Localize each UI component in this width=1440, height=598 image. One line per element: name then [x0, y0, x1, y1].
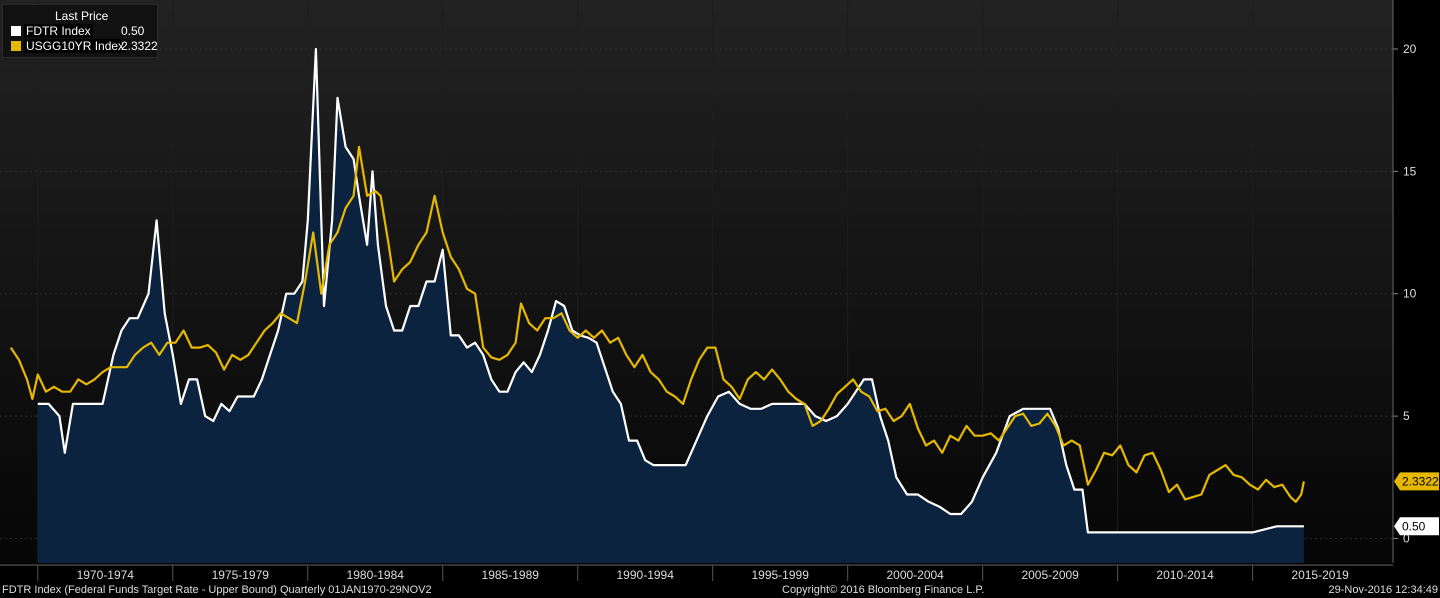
x-tick-label: 1980-1984	[347, 568, 405, 582]
footer-timestamp: 29-Nov-2016 12:34:49	[1328, 584, 1438, 596]
legend-swatch-fdtr	[11, 26, 21, 36]
y-tick-label: 0	[1403, 532, 1410, 546]
legend-title: Last Price	[55, 9, 109, 23]
footer-copyright: Copyright© 2016 Bloomberg Finance L.P.	[782, 584, 985, 596]
y-tick-label: 5	[1403, 409, 1410, 423]
usgg10yr-last-value-tag-text: 2.3322	[1402, 474, 1439, 488]
legend-value-usgg10yr: 2.3322	[121, 39, 158, 53]
legend-value-fdtr: 0.50	[121, 24, 145, 38]
x-tick-label: 2015-2019	[1291, 568, 1349, 582]
chart-legend: Last Price FDTR Index 0.50 USGG10YR Inde…	[2, 4, 158, 58]
x-tick-label: 1985-1989	[482, 568, 540, 582]
fdtr-line	[37, 47, 1304, 534]
fdtr-last-value-tag-text: 0.50	[1402, 519, 1426, 533]
x-tick-label: 1970-1974	[77, 568, 135, 582]
legend-entry-fdtr: FDTR Index 0.50	[11, 24, 144, 38]
legend-name-usgg10yr: USGG10YR Index	[24, 39, 127, 53]
y-tick-label: 15	[1403, 164, 1417, 178]
legend-entry-usgg10yr: USGG10YR Index 2.3322	[11, 39, 158, 53]
x-tick-label: 2010-2014	[1156, 568, 1214, 582]
fdtr-area	[37, 49, 1304, 563]
footer-security-description: FDTR Index (Federal Funds Target Rate - …	[2, 584, 432, 596]
usgg10yr-last-value-tag-bg	[1394, 472, 1439, 491]
x-tick-label: 1975-1979	[212, 568, 270, 582]
usgg10yr-line	[9, 145, 1305, 503]
y-tick-label: 10	[1403, 287, 1417, 301]
y-tick-label: 20	[1403, 42, 1417, 56]
x-tick-label: 1990-1994	[617, 568, 675, 582]
chart-footer: FDTR Index (Federal Funds Target Rate - …	[0, 582, 1440, 598]
fdtr-last-value-tag-bg	[1394, 517, 1439, 536]
x-tick-label: 2000-2004	[886, 568, 944, 582]
legend-name-fdtr: FDTR Index	[24, 24, 93, 38]
x-tick-label: 2005-2009	[1021, 568, 1079, 582]
legend-swatch-usgg10yr	[11, 41, 21, 51]
fdtr-last-value-tag: 0.50	[1394, 517, 1439, 536]
usgg10yr-last-value-tag: 2.3322	[1394, 472, 1439, 491]
x-tick-label: 1995-1999	[751, 568, 809, 582]
